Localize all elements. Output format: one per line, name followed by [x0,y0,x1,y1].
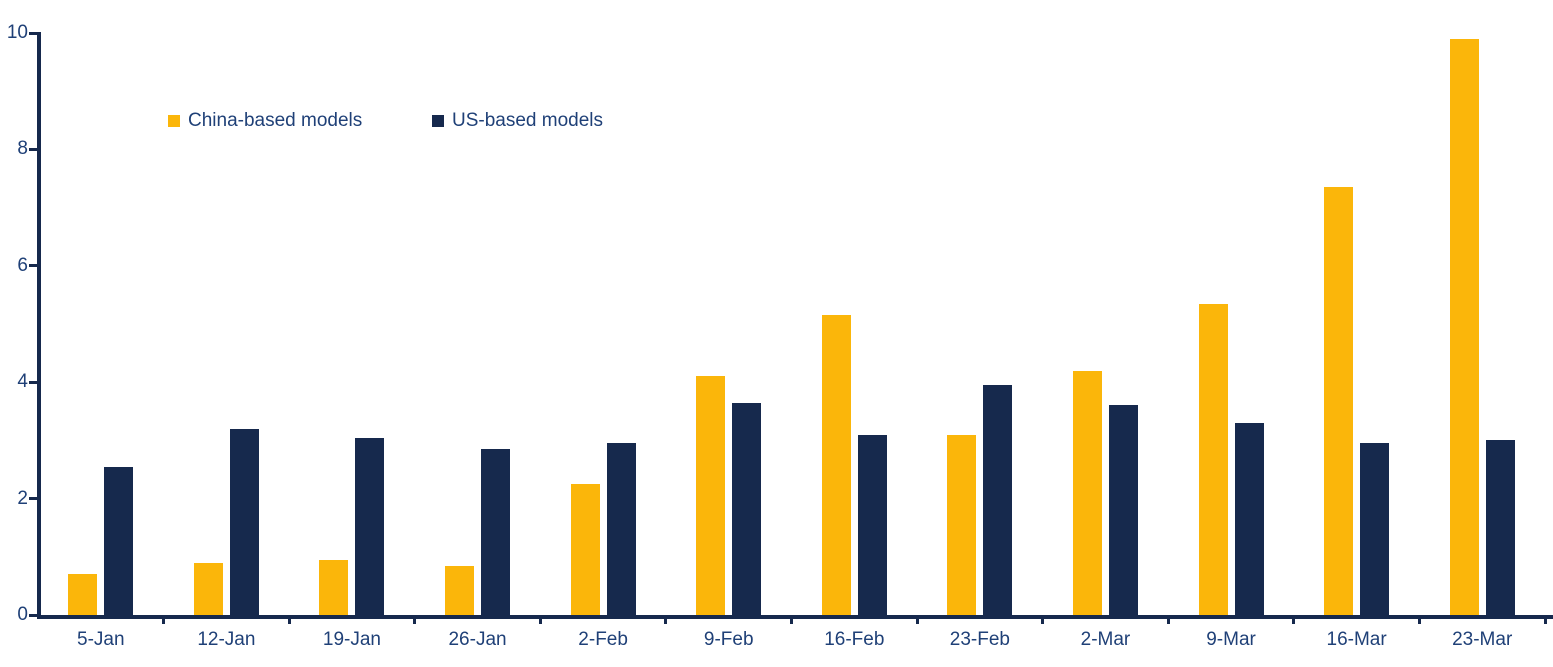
x-tick-mark [287,615,291,624]
x-tick-label: 23-Mar [1452,629,1513,650]
x-tick-mark [1417,615,1421,624]
y-tick-mark [29,497,38,501]
x-tick-label: 19-Jan [322,629,381,650]
china-legend-label: China-based models [188,110,363,131]
bar-us-5-Jan [104,466,134,615]
bar-china-16-Feb [821,315,851,615]
bar-us-9-Feb [732,402,762,615]
bar-us-26-Jan [481,449,511,615]
bar-china-2-Mar [1072,370,1102,615]
x-tick-mark [1292,615,1296,624]
y-tick-mark [29,31,38,35]
x-tick-label: 16-Mar [1326,629,1387,650]
bar-us-9-Mar [1234,422,1264,615]
y-tick-label: 2 [17,487,28,509]
x-tick-label: 9-Mar [1206,629,1256,650]
y-tick-label: 10 [6,22,28,43]
bar-us-12-Jan [229,428,259,615]
x-tick-label: 16-Feb [824,629,885,650]
x-tick-mark [664,615,668,624]
x-tick-mark [538,615,542,624]
y-axis-line [37,32,41,619]
x-tick-mark [790,615,793,624]
x-tick-mark [1166,615,1170,624]
x-tick-mark [413,615,417,624]
y-tick-label: 4 [17,371,28,393]
x-tick-label: 26-Jan [448,629,507,650]
china-series-swatch [168,115,180,127]
bar-us-23-Mar [1485,440,1515,615]
x-tick-mark [1041,615,1045,624]
bar-china-16-Mar [1324,187,1354,615]
us-series-swatch [432,115,444,127]
legend-item-china: China-based models [168,109,362,133]
y-tick-label: 6 [17,254,28,276]
bar-us-19-Jan [355,437,385,615]
bar-china-12-Jan [193,562,223,615]
x-tick-mark [162,615,166,624]
bar-china-23-Feb [947,434,977,615]
x-tick-label: 5-Jan [77,629,125,650]
legend-item-us: US-based models [432,109,603,133]
y-tick-mark [29,380,38,384]
y-tick-mark [29,264,38,268]
bar-china-19-Jan [319,559,349,615]
x-tick-label: 9-Feb [703,629,754,650]
x-tick-label: 12-Jan [197,629,256,650]
y-tick-mark [29,147,38,151]
y-tick-mark [29,613,38,617]
bar-us-16-Feb [857,434,887,615]
x-tick-mark [915,615,919,624]
x-axis-line [37,615,1553,619]
y-tick-label: 8 [17,138,28,160]
bar-china-9-Feb [696,376,726,615]
us-legend-label: US-based models [452,110,604,131]
y-tick-label: 0 [17,604,28,625]
x-tick-label: 2-Mar [1080,629,1131,650]
plot-area [38,33,1545,615]
bar-us-2-Mar [1108,405,1138,615]
x-tick-label: 23-Feb [949,629,1010,650]
x-tick-label: 2-Feb [578,629,628,650]
bar-china-9-Mar [1198,303,1228,615]
x-tick-mark [1543,615,1547,624]
bar-us-23-Feb [983,385,1013,615]
bar-us-2-Feb [606,443,636,615]
bar-china-2-Feb [570,484,600,615]
bar-china-5-Jan [68,574,98,615]
bar-china-26-Jan [445,565,475,615]
bar-china-23-Mar [1449,38,1479,615]
bar-us-16-Mar [1360,443,1390,615]
